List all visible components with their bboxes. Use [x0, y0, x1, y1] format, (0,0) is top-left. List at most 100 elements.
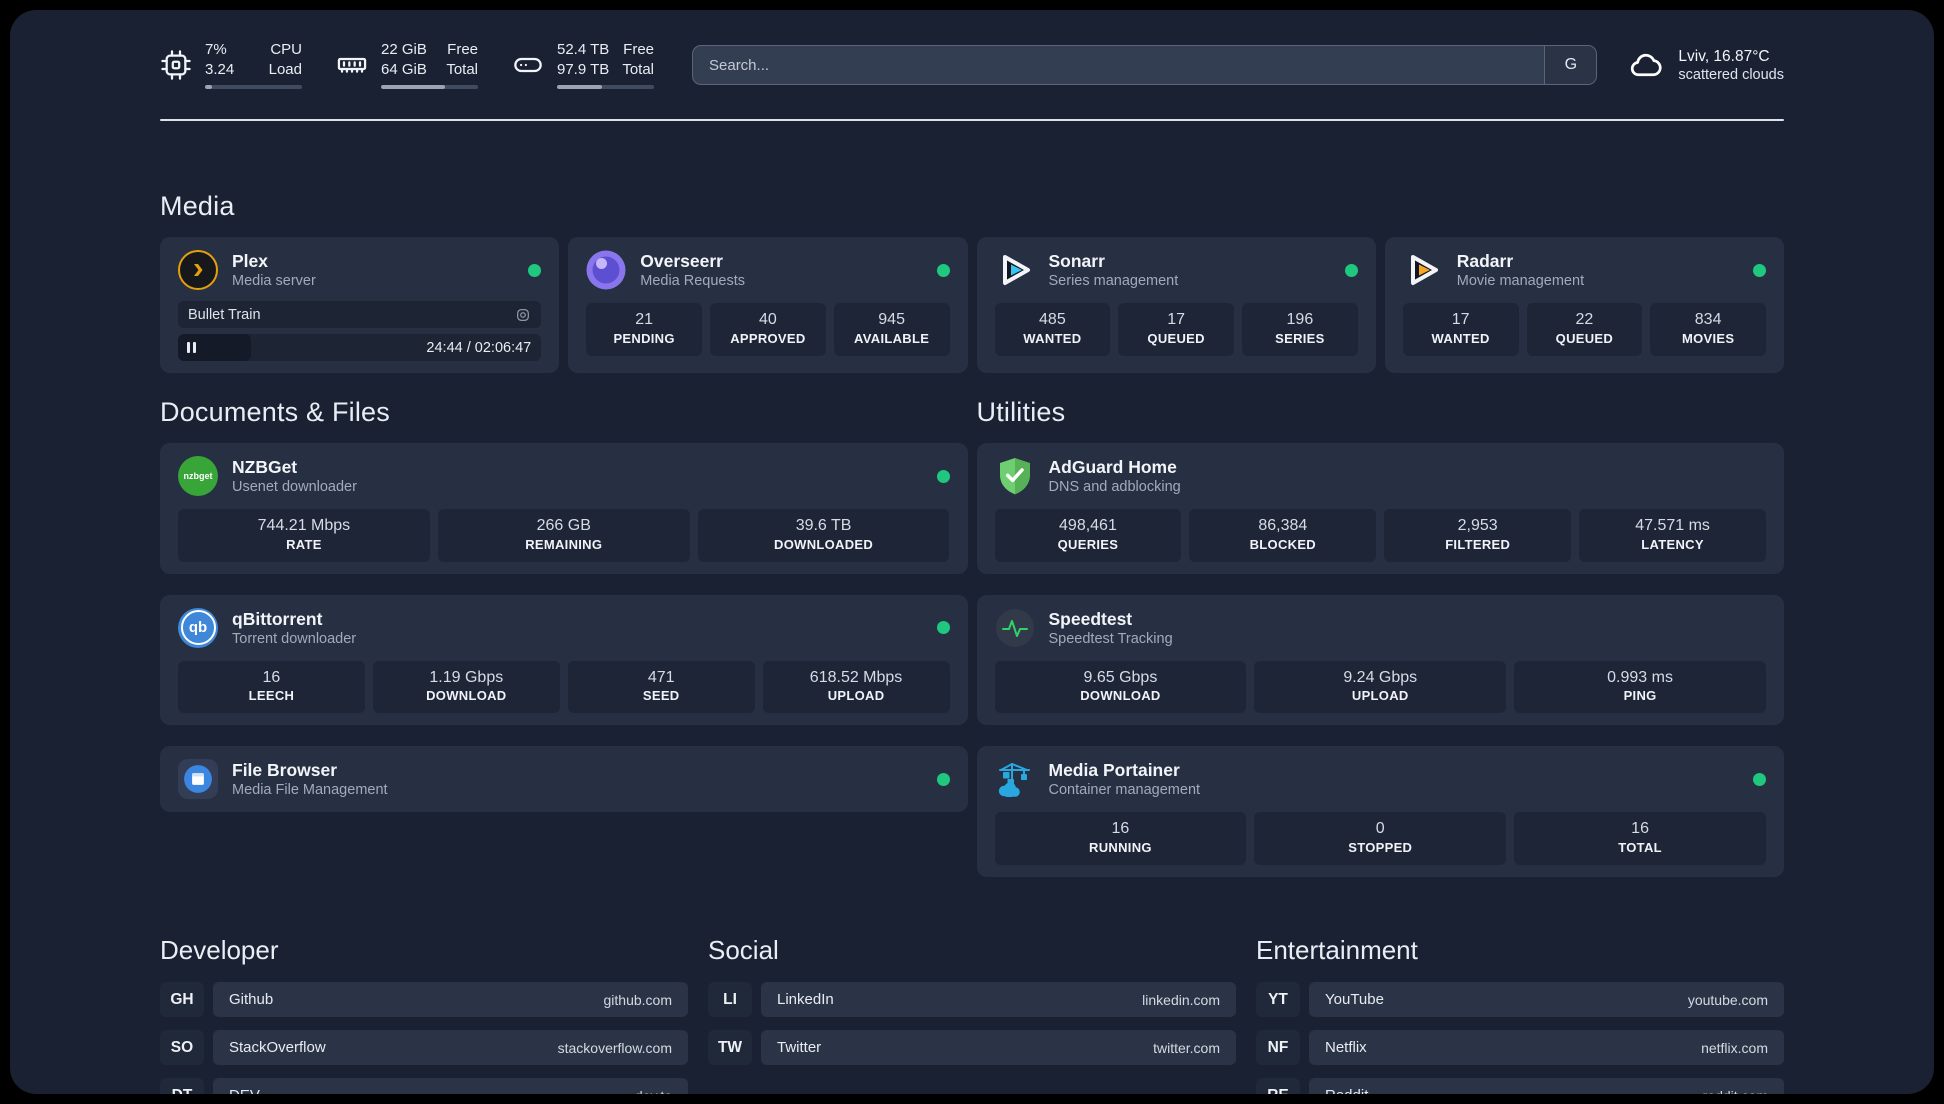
memory-total-value: 64 GiB: [381, 60, 427, 78]
stat-value: 471: [647, 668, 675, 686]
stat-value: 0: [1375, 820, 1385, 838]
bookmark-url: reddit.com: [1703, 1088, 1768, 1094]
documents-column: Documents & Files nzbget NZBGet Usenet d…: [160, 397, 968, 877]
stat-label: WANTED: [1431, 330, 1490, 346]
memory-stat: 22 GiB 64 GiB Free Total: [336, 41, 478, 90]
stat-value: 17: [1451, 311, 1470, 328]
section-title-media: Media: [160, 191, 235, 221]
bookmark-abbr: GH: [160, 982, 204, 1018]
service-card-nzbget[interactable]: nzbget NZBGet Usenet downloader 744.21 M…: [160, 443, 968, 574]
nzbget-icon: nzbget: [178, 456, 218, 496]
service-card-filebrowser[interactable]: File Browser Media File Management: [160, 746, 968, 813]
stat-label: PENDING: [613, 330, 675, 346]
stat-label: BLOCKED: [1249, 536, 1316, 552]
search-input[interactable]: [693, 46, 1545, 84]
stat-movies: 834 MOVIES: [1650, 303, 1766, 356]
stat-value: 9.65 Gbps: [1083, 668, 1158, 686]
service-title: File Browser: [232, 760, 338, 781]
stat-queries: 498,461 QUERIES: [994, 509, 1182, 562]
service-title: AdGuard Home: [1048, 457, 1177, 477]
stat-wanted: 17 WANTED: [1402, 303, 1519, 356]
stat-value: 618.52 Mbps: [809, 668, 903, 686]
bookmark-linkedin[interactable]: LI LinkedIn linkedin.com: [708, 982, 1236, 1018]
status-dot: [936, 621, 950, 635]
stat-blocked: 86,384 BLOCKED: [1189, 509, 1377, 562]
service-subtitle: Movie management: [1456, 273, 1585, 289]
bookmark-github[interactable]: GH Github github.com: [160, 982, 688, 1018]
bookmark-name: DEV: [229, 1087, 260, 1094]
stat-label: PING: [1623, 688, 1657, 704]
cpu-usage-label: CPU: [270, 40, 302, 58]
bookmark-youtube[interactable]: YT YouTube youtube.com: [1256, 982, 1784, 1018]
utilities-column: Utilities AdGuard Home: [976, 397, 1784, 878]
stat-pending: 21 PENDING: [586, 303, 702, 356]
service-card-qbittorrent[interactable]: qb qBittorrent Torrent downloader 16 LEE…: [160, 594, 968, 726]
bookmark-url: github.com: [603, 991, 672, 1008]
bookmark-twitter[interactable]: TW Twitter twitter.com: [708, 1030, 1236, 1066]
service-card-overseerr[interactable]: Overseerr Media Requests 21 PENDING 40 A…: [568, 237, 968, 373]
stat-filtered: 2,953 FILTERED: [1384, 509, 1572, 562]
bookmark-abbr: TW: [708, 1030, 752, 1066]
system-stats: 7% 3.24 CPU Load: [160, 41, 654, 90]
group-title: Social: [708, 935, 779, 966]
bookmark-netflix[interactable]: NF Netflix netflix.com: [1256, 1030, 1784, 1066]
dashboard-panel: 7% 3.24 CPU Load: [10, 10, 1934, 1094]
media-cards-row: Plex Media server Bullet Train 24:44 / 0…: [160, 237, 1784, 373]
stat-wanted: 485 WANTED: [994, 303, 1111, 356]
service-card-plex[interactable]: Plex Media server Bullet Train 24:44 / 0…: [160, 237, 560, 373]
status-dot: [936, 772, 950, 786]
stat-download: 1.19 Gbps DOWNLOAD: [372, 660, 560, 714]
stat-seed: 471 SEED: [567, 660, 755, 714]
stat-label: APPROVED: [730, 330, 806, 346]
stat-label: REMAINING: [525, 536, 603, 552]
cpu-load-value: 3.24: [205, 60, 235, 78]
stat-label: WANTED: [1023, 330, 1082, 346]
service-title: qBittorrent: [232, 608, 323, 629]
header-divider: [160, 119, 1784, 121]
bookmark-url: netflix.com: [1701, 1039, 1768, 1056]
memory-total-label: Total: [446, 60, 478, 78]
stat-value: 196: [1286, 311, 1314, 328]
service-title: Sonarr: [1048, 251, 1105, 271]
memory-free-value: 22 GiB: [381, 40, 427, 58]
bookmark-abbr: NF: [1256, 1030, 1300, 1066]
service-title: Media Portainer: [1048, 760, 1180, 781]
bookmark-url: dev.to: [635, 1088, 672, 1094]
weather-widget: Lviv, 16.87°C scattered clouds: [1629, 47, 1784, 83]
service-card-sonarr[interactable]: Sonarr Series management 485 WANTED 17 Q…: [976, 237, 1376, 373]
stat-label: LATENCY: [1641, 536, 1704, 552]
bookmark-dev[interactable]: DT DEV dev.to: [160, 1078, 688, 1094]
bookmark-reddit[interactable]: RE Reddit reddit.com: [1256, 1078, 1784, 1094]
bookmark-stackoverflow[interactable]: SO StackOverflow stackoverflow.com: [160, 1030, 688, 1066]
service-subtitle: Series management: [1048, 273, 1179, 289]
status-dot: [1344, 263, 1358, 277]
stat-label: QUEUED: [1147, 330, 1205, 346]
disk-total-label: Total: [622, 60, 654, 78]
stat-value: 17: [1167, 311, 1186, 328]
stat-label: RUNNING: [1089, 840, 1152, 856]
service-subtitle: Torrent downloader: [232, 630, 357, 647]
radarr-icon: [1403, 250, 1443, 290]
stat-value: 47.571 ms: [1635, 517, 1710, 534]
disk-progress-bar: [557, 85, 654, 90]
service-card-portainer[interactable]: Media Portainer Container management 16 …: [976, 746, 1784, 878]
portainer-icon: [995, 759, 1035, 799]
service-card-radarr[interactable]: Radarr Movie management 17 WANTED 22 QUE…: [1384, 237, 1784, 373]
service-card-adguard[interactable]: AdGuard Home DNS and adblocking 498,461 …: [976, 443, 1784, 574]
disk-free-label: Free: [623, 40, 654, 58]
stat-label: DOWNLOAD: [426, 688, 507, 704]
service-subtitle: Usenet downloader: [232, 479, 357, 495]
stat-rate: 744.21 Mbps RATE: [178, 509, 430, 562]
service-subtitle: DNS and adblocking: [1048, 479, 1181, 495]
service-subtitle: Media Requests: [640, 273, 746, 289]
search-provider-button[interactable]: G: [1544, 46, 1597, 84]
service-subtitle: Media server: [232, 273, 316, 289]
stat-label: TOTAL: [1618, 840, 1662, 856]
stat-value: 16: [1111, 820, 1130, 838]
service-card-speedtest[interactable]: Speedtest Speedtest Tracking 9.65 Gbps D…: [976, 594, 1784, 726]
stat-value: 0.993 ms: [1607, 668, 1673, 686]
service-title: Radarr: [1456, 251, 1514, 271]
group-title: Developer: [160, 935, 279, 966]
playback-progress-bar[interactable]: 24:44 / 02:06:47: [178, 334, 542, 361]
